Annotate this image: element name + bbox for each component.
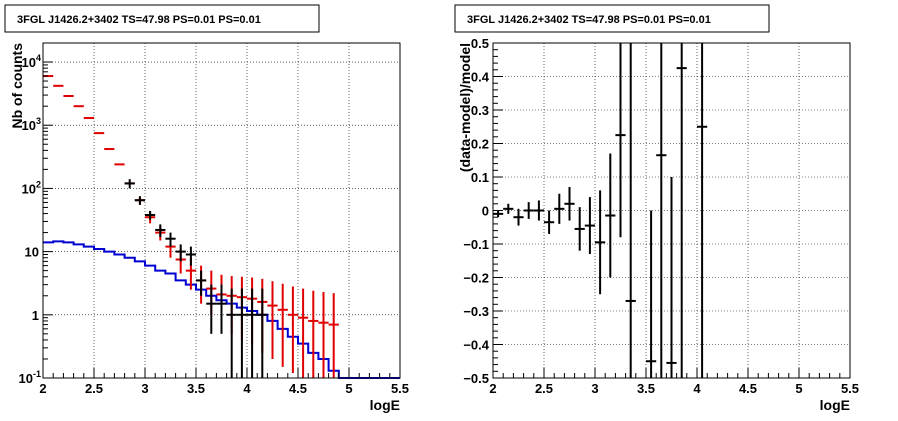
x-tick-label: 2.5 (535, 381, 553, 396)
residual-point (574, 207, 585, 251)
data-point (155, 224, 166, 238)
data-point (124, 179, 135, 189)
residual-title-box (454, 4, 770, 33)
data-point (226, 288, 237, 378)
x-tick-label: 4.5 (289, 381, 307, 396)
x-tick-label: 3.5 (187, 381, 205, 396)
data-point (216, 284, 227, 334)
residual-point (625, 43, 636, 378)
model-point (277, 283, 288, 367)
residual-x-label: logE (820, 397, 850, 413)
x-tick-label: 3.5 (637, 381, 655, 396)
y-tick-label: 10 (25, 245, 39, 260)
residual-point (523, 202, 534, 219)
y-tick-label: 0.5 (471, 36, 489, 51)
residual-point (595, 190, 606, 295)
y-tick-label: 104 (22, 53, 41, 70)
data-point (196, 270, 207, 296)
residual-point (554, 193, 565, 224)
counts-y-label: Nb of counts (9, 43, 25, 129)
model-point (287, 286, 298, 373)
residual-point (503, 203, 514, 214)
data-point (145, 210, 156, 220)
counts-panel: 3FGL J1426.2+3402 TS=47.98 PS=0.01 PS=0.… (4, 4, 410, 413)
residual-title: 3FGL J1426.2+3402 TS=47.98 PS=0.01 PS=0.… (467, 14, 711, 26)
residual-point (615, 43, 626, 238)
data-point (236, 288, 247, 378)
residual-axes: 2 2.5 3 3.5 4 4.5 5 5.5 −0.5 −0.4 −0.3 −0.2 −0.1 0 0.1… (463, 36, 859, 396)
residual-panel: 3FGL J1426.2+3402 TS=47.98 PS=0.01 PS=0.… (454, 4, 859, 413)
y-tick-label: 103 (22, 116, 41, 133)
x-tick-label: 4.5 (739, 381, 757, 396)
x-tick-label: 2 (39, 381, 46, 396)
data-point (247, 288, 258, 378)
x-tick-label: 3 (591, 381, 598, 396)
y-tick-label: −0.3 (463, 304, 489, 319)
counts-axes: 2 2.5 3 3.5 4 4.5 5 5.5 10-1 1 10 102 103 104 (19, 53, 410, 396)
model-point (267, 281, 278, 359)
x-tick-label: 2.5 (85, 381, 103, 396)
residual-point (646, 210, 657, 378)
x-tick-label: 4 (693, 381, 701, 396)
data-point (206, 284, 217, 334)
data-point (175, 244, 186, 262)
x-tick-label: 5 (345, 381, 352, 396)
model-point (318, 291, 329, 378)
x-tick-label: 5.5 (391, 381, 409, 396)
residual-point (584, 197, 595, 255)
residual-point (605, 153, 616, 278)
residual-point (493, 210, 504, 218)
counts-x-label: logE (370, 397, 400, 413)
y-tick-label: 0.2 (471, 137, 489, 152)
x-tick-label: 4 (243, 381, 251, 396)
y-tick-label: 0.4 (471, 70, 490, 85)
data-point (134, 196, 145, 205)
residual-y-label: (data-model)/model (457, 43, 473, 172)
residual-grid (493, 43, 850, 378)
residual-point (697, 43, 708, 378)
residual-point (533, 200, 544, 221)
model-point (308, 290, 319, 378)
y-tick-label: 1 (32, 308, 39, 323)
y-tick-label: −0.4 (463, 338, 489, 353)
counts-frame (42, 42, 401, 379)
data-point (257, 288, 268, 378)
residual-point (666, 177, 677, 378)
y-tick-label: −0.2 (463, 271, 489, 286)
model-point (328, 293, 339, 378)
counts-grid (43, 43, 400, 378)
y-tick-label: 10-1 (19, 369, 41, 386)
counts-title-box (4, 4, 320, 33)
background-step-line (43, 240, 400, 379)
residual-point (564, 187, 575, 221)
y-tick-label: −0.1 (463, 237, 489, 252)
data-point (165, 232, 176, 247)
y-tick-label: 0 (482, 204, 489, 219)
y-tick-label: −0.5 (463, 371, 489, 386)
x-tick-label: 3 (141, 381, 148, 396)
y-tick-label: 0.3 (471, 103, 489, 118)
residual-point (544, 210, 555, 234)
counts-series (43, 75, 339, 378)
x-tick-label: 2 (489, 381, 496, 396)
x-tick-label: 5 (795, 381, 802, 396)
residual-point (656, 43, 667, 378)
residual-point (513, 208, 524, 226)
residual-series (493, 43, 708, 378)
y-tick-label: 0.1 (471, 170, 489, 185)
background-step (43, 240, 400, 379)
x-tick-label: 5.5 (841, 381, 859, 396)
y-tick-label: 102 (22, 179, 41, 196)
model-point (298, 288, 309, 378)
counts-title: 3FGL J1426.2+3402 TS=47.98 PS=0.01 PS=0.… (17, 14, 261, 26)
residual-point (676, 43, 687, 378)
data-point (185, 246, 196, 266)
